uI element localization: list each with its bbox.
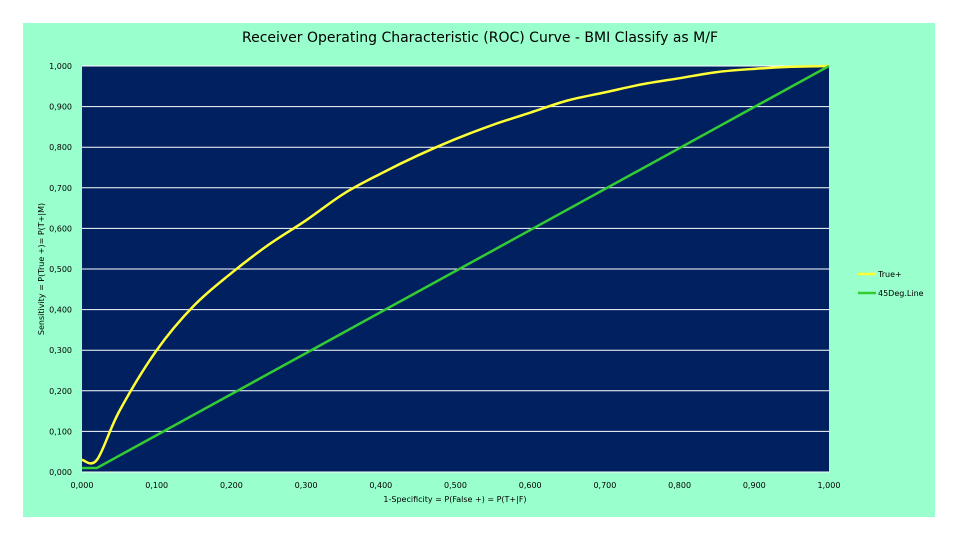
y-axis-label: Sensitivity = P(True +)= P(T+|M)	[37, 203, 46, 335]
y-axis-ticks: 0,000 0,100 0,200 0,300 0,400 0,500 0,600 0,700…	[49, 62, 72, 477]
y-tick-label: 0,800	[49, 143, 72, 152]
chart-title: Receiver Operating Characteristic (ROC) …	[241, 30, 718, 46]
y-tick-label: 0,000	[49, 468, 72, 477]
series-line-45deg-line	[82, 64, 830, 470]
legend-label: 45Deg.Line	[878, 289, 924, 298]
y-tick-label: 0,400	[49, 306, 72, 315]
x-tick-label: 0,900	[743, 481, 766, 490]
x-axis-label: 1-Specificity = P(False +) = P(T+|F)	[383, 495, 526, 504]
y-tick-label: 0,500	[49, 265, 72, 274]
y-tick-label: 1,000	[49, 62, 72, 71]
x-tick-label: 0,500	[444, 481, 467, 490]
y-tick-label: 0,200	[49, 387, 72, 396]
grid-lines	[82, 65, 829, 473]
y-tick-label: 0,600	[49, 224, 72, 233]
x-tick-label: 0,100	[145, 481, 168, 490]
x-tick-label: 0,000	[71, 481, 94, 490]
y-tick-label: 0,700	[49, 184, 72, 193]
y-tick-label: 0,900	[49, 103, 72, 112]
series-line-true-	[81, 64, 830, 465]
y-tick-label: 0,300	[49, 346, 72, 355]
x-axis-ticks: 0,000 0,100 0,200 0,300 0,400 0,500 0,600 0,700…	[71, 481, 841, 490]
x-tick-label: 0,700	[593, 481, 616, 490]
y-tick-label: 0,100	[49, 427, 72, 436]
x-tick-label: 0,800	[668, 481, 691, 490]
legend: True+ 45Deg.Line	[858, 270, 924, 298]
x-tick-label: 0,400	[369, 481, 392, 490]
x-tick-label: 0,200	[220, 481, 243, 490]
x-tick-label: 0,600	[519, 481, 542, 490]
x-tick-label: 0,300	[295, 481, 318, 490]
x-tick-label: 1,000	[818, 481, 841, 490]
series-lines	[81, 64, 830, 470]
legend-label: True+	[877, 270, 902, 279]
